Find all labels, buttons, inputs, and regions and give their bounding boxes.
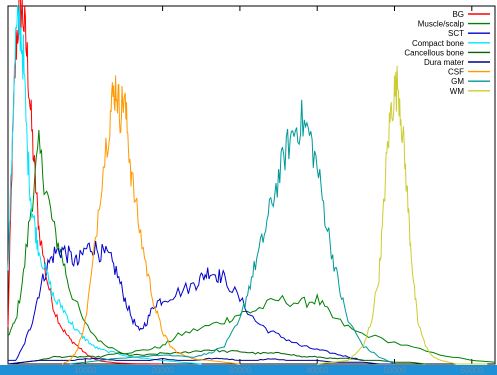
series-line-wm xyxy=(317,65,488,365)
legend-label: WM xyxy=(450,87,465,96)
ticks-layer xyxy=(84,6,473,364)
x-tick-labels: 10000 20000 30000 40000 50000 60000 xyxy=(74,366,483,375)
legend-label: CSF xyxy=(448,68,464,77)
legend-label: SCT xyxy=(448,29,464,38)
x-tick-label: 10000 xyxy=(74,366,97,375)
series-line-gm xyxy=(69,99,395,365)
series-line-sct xyxy=(8,240,364,361)
bottom-highlight-bar xyxy=(0,365,497,375)
series-line-compact-bone xyxy=(7,5,202,365)
legend-label: Dura mater xyxy=(424,58,464,67)
legend-label: Compact bone xyxy=(412,39,465,48)
x-tick-label: 60000 xyxy=(461,366,484,375)
x-tick-label: 50000 xyxy=(383,366,406,375)
legend-label: Muscle/scalp xyxy=(418,20,465,29)
legend-label: GM xyxy=(451,77,464,86)
series-line-muscle-scalp xyxy=(7,129,496,363)
series-line-bg xyxy=(7,0,163,365)
x-tick-label: 20000 xyxy=(151,366,174,375)
series-line-cancellous-bone xyxy=(7,348,426,365)
series-layer xyxy=(7,0,496,365)
x-tick-label: 30000 xyxy=(229,366,252,375)
legend-label: Cancellous bone xyxy=(404,48,464,57)
x-tick-label: 40000 xyxy=(306,366,329,375)
series-line-csf xyxy=(61,75,240,365)
plot-frame xyxy=(7,5,496,365)
legend-label: BG xyxy=(452,10,464,19)
